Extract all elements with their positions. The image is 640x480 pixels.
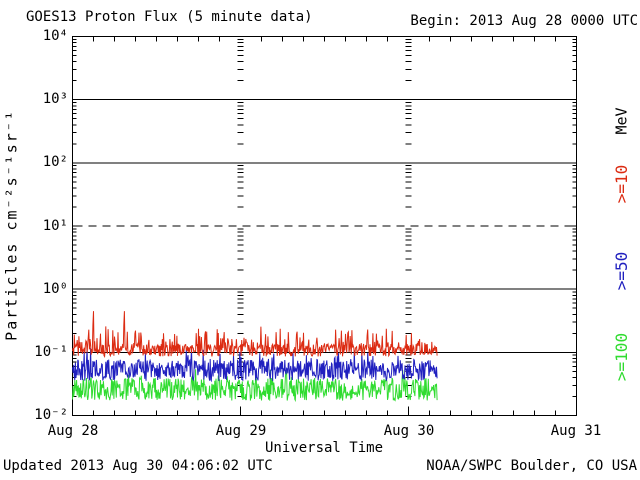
series-label-ge10-mev: >=10 <box>612 164 631 204</box>
y-tick-label-1e2: 10² <box>42 154 68 170</box>
y-tick-label-1e1: 10¹ <box>42 218 68 234</box>
updated-timestamp: Updated 2013 Aug 30 04:06:02 UTC <box>3 458 273 474</box>
right-axis-unit-label: MeV <box>612 107 631 135</box>
chart-title: GOES13 Proton Flux (5 minute data) <box>26 9 313 25</box>
x-tick-label-aug28: Aug 28 <box>47 423 99 439</box>
x-tick-label-aug29: Aug 29 <box>215 423 267 439</box>
y-tick-label-1e-1: 10⁻¹ <box>34 344 68 360</box>
y-tick-label-1e3: 10³ <box>42 91 68 107</box>
x-tick-label-aug31: Aug 31 <box>550 423 602 439</box>
x-tick-label-aug30: Aug 30 <box>383 423 435 439</box>
y-axis-title: Particles cm⁻²s⁻¹sr⁻¹ <box>2 109 21 341</box>
series-label-ge50-mev: >=50 <box>612 251 631 291</box>
y-tick-label-1e0: 10⁰ <box>42 281 68 297</box>
begin-timestamp: Begin: 2013 Aug 28 0000 UTC <box>410 13 638 29</box>
y-tick-label-1e4: 10⁴ <box>42 28 68 44</box>
y-tick-label-1e-2: 10⁻² <box>34 407 68 423</box>
x-axis-title: Universal Time <box>264 440 384 456</box>
series-label-ge100-mev: >=100 <box>612 332 631 382</box>
source-attribution: NOAA/SWPC Boulder, CO USA <box>426 458 637 474</box>
